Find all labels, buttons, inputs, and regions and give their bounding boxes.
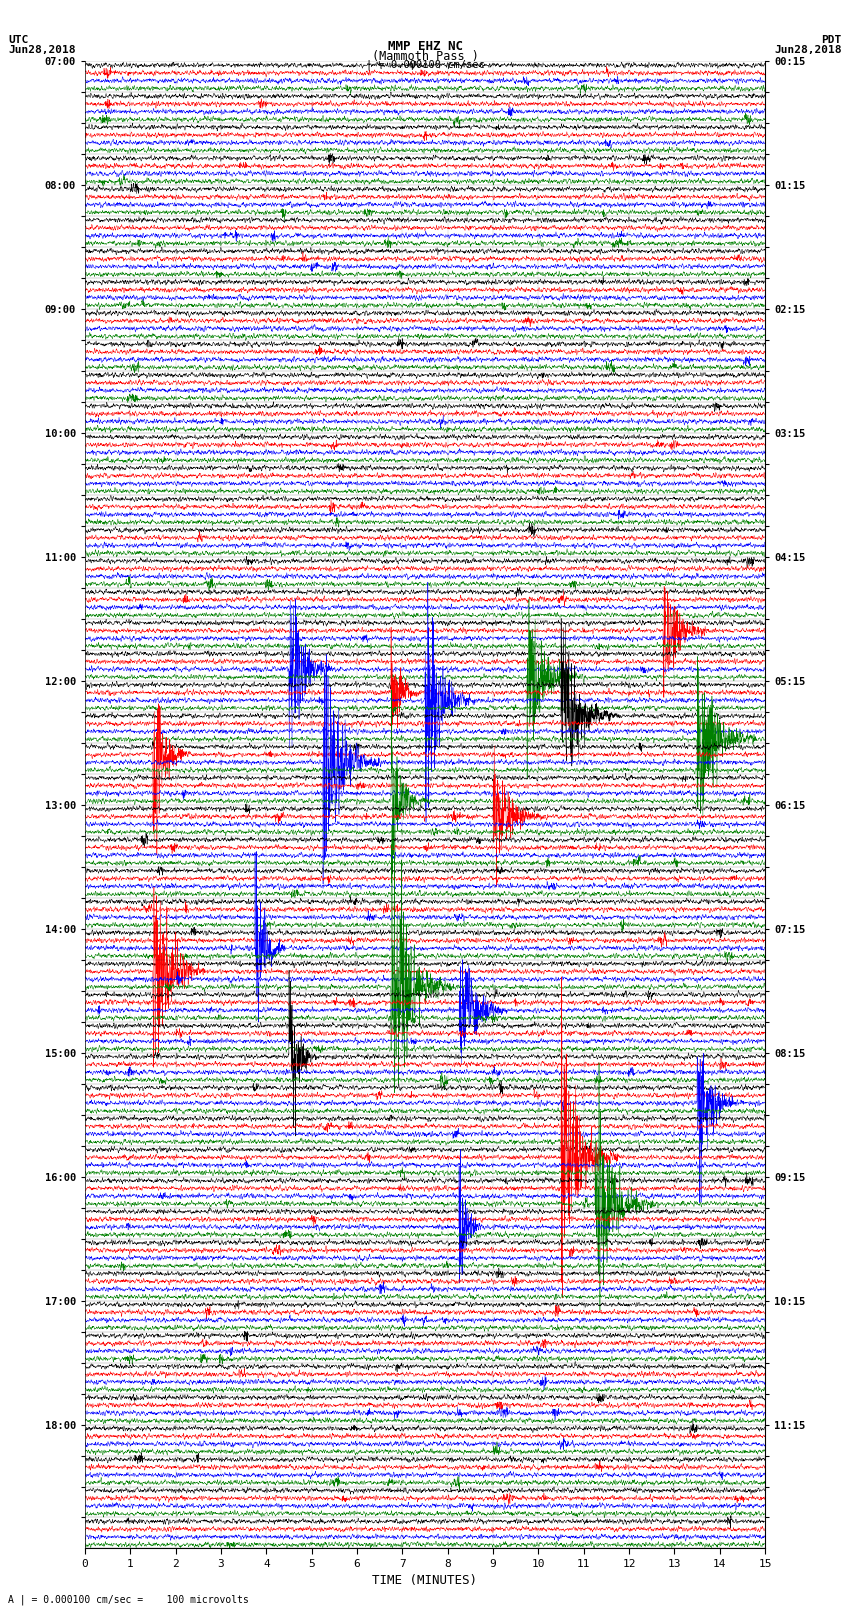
Text: MMP EHZ NC: MMP EHZ NC <box>388 40 462 53</box>
Text: PDT: PDT <box>821 35 842 45</box>
Text: Jun28,2018: Jun28,2018 <box>8 45 76 55</box>
Text: | = 0.000100 cm/sec: | = 0.000100 cm/sec <box>366 60 484 71</box>
Text: A | = 0.000100 cm/sec =    100 microvolts: A | = 0.000100 cm/sec = 100 microvolts <box>8 1594 249 1605</box>
Text: Jun28,2018: Jun28,2018 <box>774 45 842 55</box>
Text: (Mammoth Pass ): (Mammoth Pass ) <box>371 50 479 63</box>
Text: UTC: UTC <box>8 35 29 45</box>
X-axis label: TIME (MINUTES): TIME (MINUTES) <box>372 1574 478 1587</box>
